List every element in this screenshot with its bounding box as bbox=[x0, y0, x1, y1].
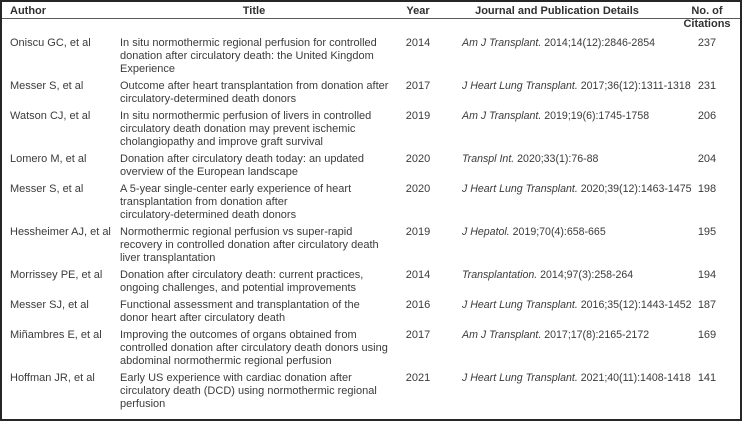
year-cell: 2020 bbox=[405, 183, 431, 195]
year-cell: 2021 bbox=[405, 372, 431, 384]
journal-details: 2014;97(3):258-264 bbox=[540, 269, 634, 281]
author-cell: Oniscu GC, et al bbox=[10, 37, 91, 49]
title-cell: In situ normothermic perfusion of livers… bbox=[120, 110, 372, 148]
column-header-title: Title bbox=[242, 5, 266, 17]
citations-cell: 237 bbox=[697, 37, 717, 49]
table-row: Watson CJ, et al In situ normothermic pe… bbox=[2, 110, 740, 149]
table-body: Oniscu GC, et al In situ normothermic re… bbox=[2, 31, 740, 411]
citations-cell: 195 bbox=[697, 226, 717, 238]
journal-details: 2017;17(8):2165-2172 bbox=[544, 329, 650, 341]
citations-cell: 204 bbox=[697, 153, 717, 165]
author-cell: Messer S, et al bbox=[10, 183, 84, 195]
journal-name: J Hepatol. bbox=[462, 226, 510, 238]
title-cell: Normothermic regional perfusion vs super… bbox=[120, 226, 379, 264]
journal-details: 2019;19(6):1745-1758 bbox=[544, 110, 650, 122]
year-cell: 2014 bbox=[405, 37, 431, 49]
journal-details: 2016;35(12):1443-1452 bbox=[580, 299, 692, 311]
journal-cell: Transpl Int. 2020;33(1):76-88 bbox=[440, 153, 674, 179]
title-cell: A 5-year single-center early experience … bbox=[120, 183, 352, 221]
author-cell: Watson CJ, et al bbox=[10, 110, 91, 122]
journal-cell: J Heart Lung Transplant. 2016;35(12):144… bbox=[440, 299, 692, 325]
citations-cell: 194 bbox=[697, 269, 717, 281]
journal-details: 2019;70(4):658-665 bbox=[512, 226, 606, 238]
journal-name: J Heart Lung Transplant. bbox=[462, 299, 578, 311]
journal-name: J Heart Lung Transplant. bbox=[462, 183, 578, 195]
journal-name: J Heart Lung Transplant. bbox=[462, 80, 578, 92]
journal-details: 2020;33(1):76-88 bbox=[517, 153, 599, 165]
column-header-citations: No. of Citations bbox=[683, 5, 731, 30]
author-cell: Hoffman JR, et al bbox=[10, 372, 95, 384]
journal-name: Transpl Int. bbox=[462, 153, 515, 165]
citations-cell: 141 bbox=[697, 372, 717, 384]
citations-cell: 169 bbox=[697, 329, 717, 341]
table-row: Messer S, et al Outcome after heart tran… bbox=[2, 80, 740, 106]
author-cell: Morrissey PE, et al bbox=[10, 269, 103, 281]
journal-name: Am J Transplant. bbox=[462, 110, 542, 122]
title-cell: Functional assessment and transplantatio… bbox=[120, 299, 360, 324]
table-row: Lomero M, et al Donation after circulato… bbox=[2, 153, 740, 179]
author-cell: Miñambres E, et al bbox=[10, 329, 102, 341]
journal-cell: J Heart Lung Transplant. 2017;36(12):131… bbox=[440, 80, 691, 106]
year-cell: 2017 bbox=[405, 329, 431, 341]
year-cell: 2017 bbox=[405, 80, 431, 92]
journal-cell: Am J Transplant. 2019;19(6):1745-1758 bbox=[440, 110, 674, 149]
header-divider bbox=[2, 18, 740, 19]
table-row: Morrissey PE, et al Donation after circu… bbox=[2, 269, 740, 295]
journal-cell: Am J Transplant. 2014;14(12):2846-2854 bbox=[440, 37, 674, 76]
citations-cell: 206 bbox=[697, 110, 717, 122]
column-header-author: Author bbox=[10, 5, 47, 17]
table-row: Hoffman JR, et al Early US experience wi… bbox=[2, 372, 740, 411]
journal-name: Am J Transplant. bbox=[462, 329, 542, 341]
year-cell: 2016 bbox=[405, 299, 431, 311]
title-cell: Donation after circulatory death today: … bbox=[120, 153, 364, 178]
citations-table: Author Title Year Journal and Publicatio… bbox=[0, 0, 742, 421]
citations-cell: 198 bbox=[697, 183, 717, 195]
table-row: Hessheimer AJ, et al Normothermic region… bbox=[2, 226, 740, 265]
journal-cell: J Heart Lung Transplant. 2020;39(12):146… bbox=[440, 183, 692, 222]
journal-name: J Heart Lung Transplant. bbox=[462, 372, 578, 384]
table-row: Messer S, et al A 5-year single-center e… bbox=[2, 183, 740, 222]
year-cell: 2019 bbox=[405, 110, 431, 122]
table-row: Miñambres E, et al Improving the outcome… bbox=[2, 329, 740, 368]
journal-details: 2020;39(12):1463-1475 bbox=[580, 183, 692, 195]
table-header: Author Title Year Journal and Publicatio… bbox=[2, 2, 740, 31]
journal-cell: Am J Transplant. 2017;17(8):2165-2172 bbox=[440, 329, 674, 368]
title-cell: Donation after circulatory death: curren… bbox=[120, 269, 364, 294]
title-cell: Outcome after heart transplantation from… bbox=[120, 80, 389, 105]
title-cell: Improving the outcomes of organs obtaine… bbox=[120, 329, 388, 367]
year-cell: 2019 bbox=[405, 226, 431, 238]
journal-cell: Transplantation. 2014;97(3):258-264 bbox=[440, 269, 674, 295]
journal-details: 2014;14(12):2846-2854 bbox=[544, 37, 655, 49]
column-header-journal: Journal and Publication Details bbox=[475, 5, 639, 17]
journal-details: 2021;40(11):1408-1418 bbox=[580, 372, 691, 384]
year-cell: 2020 bbox=[405, 153, 431, 165]
author-cell: Hessheimer AJ, et al bbox=[10, 226, 111, 238]
author-cell: Lomero M, et al bbox=[10, 153, 87, 165]
journal-cell: J Hepatol. 2019;70(4):658-665 bbox=[440, 226, 674, 265]
title-cell: Early US experience with cardiac donatio… bbox=[120, 372, 377, 410]
year-cell: 2014 bbox=[405, 269, 431, 281]
journal-name: Am J Transplant. bbox=[462, 37, 542, 49]
author-cell: Messer SJ, et al bbox=[10, 299, 89, 311]
journal-details: 2017;36(12):1311-1318 bbox=[580, 80, 691, 92]
author-cell: Messer S, et al bbox=[10, 80, 84, 92]
title-cell: In situ normothermic regional perfusion … bbox=[120, 37, 377, 75]
table-row: Oniscu GC, et al In situ normothermic re… bbox=[2, 37, 740, 76]
column-header-year: Year bbox=[406, 5, 430, 17]
citations-cell: 231 bbox=[697, 80, 717, 92]
journal-cell: J Heart Lung Transplant. 2021;40(11):140… bbox=[440, 372, 691, 411]
citations-cell: 187 bbox=[697, 299, 717, 311]
table-row: Messer SJ, et al Functional assessment a… bbox=[2, 299, 740, 325]
journal-name: Transplantation. bbox=[462, 269, 538, 281]
